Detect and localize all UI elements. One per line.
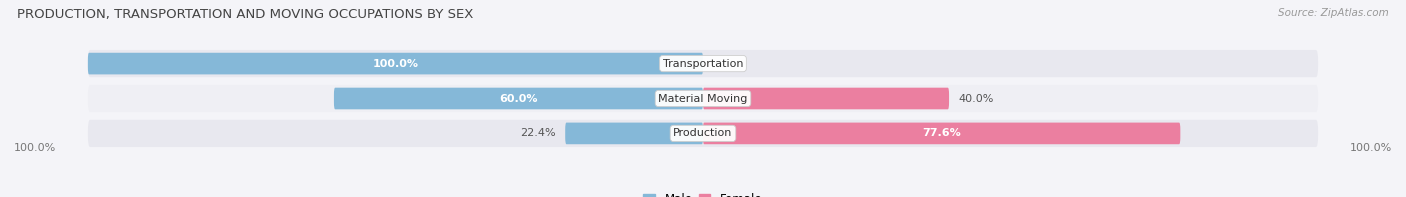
Text: Transportation: Transportation [662, 59, 744, 69]
Text: 60.0%: 60.0% [499, 94, 537, 103]
Text: 77.6%: 77.6% [922, 128, 962, 138]
Text: Material Moving: Material Moving [658, 94, 748, 103]
FancyBboxPatch shape [87, 85, 1319, 112]
FancyBboxPatch shape [703, 88, 949, 109]
Text: 40.0%: 40.0% [959, 94, 994, 103]
FancyBboxPatch shape [565, 123, 703, 144]
Legend: Male, Female: Male, Female [641, 191, 765, 197]
FancyBboxPatch shape [703, 123, 1181, 144]
Text: 22.4%: 22.4% [520, 128, 555, 138]
Text: Source: ZipAtlas.com: Source: ZipAtlas.com [1278, 8, 1389, 18]
FancyBboxPatch shape [87, 120, 1319, 147]
Text: 100.0%: 100.0% [1350, 143, 1392, 153]
FancyBboxPatch shape [87, 53, 703, 74]
Text: 100.0%: 100.0% [14, 143, 56, 153]
FancyBboxPatch shape [335, 88, 703, 109]
Text: PRODUCTION, TRANSPORTATION AND MOVING OCCUPATIONS BY SEX: PRODUCTION, TRANSPORTATION AND MOVING OC… [17, 8, 474, 21]
Text: 100.0%: 100.0% [373, 59, 419, 69]
FancyBboxPatch shape [87, 50, 1319, 77]
Text: Production: Production [673, 128, 733, 138]
